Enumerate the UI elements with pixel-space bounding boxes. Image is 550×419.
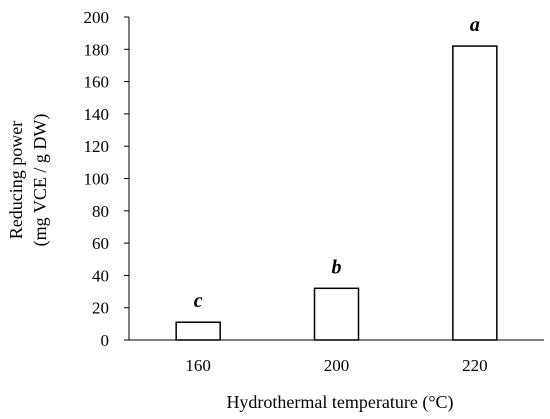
y-tick-label: 120 — [84, 137, 110, 156]
bars: c b a — [175, 14, 498, 341]
y-tick-label: 20 — [92, 299, 109, 318]
y-axis-title-line-2: (mg VCE / g DW) — [30, 114, 51, 247]
significance-letter-220: a — [470, 14, 480, 36]
y-tick-label: 100 — [84, 170, 110, 189]
y-tick-label: 160 — [84, 73, 110, 92]
bar-200 — [313, 287, 360, 341]
y-tick-label: 60 — [92, 234, 109, 253]
x-tick-label-160: 160 — [185, 356, 211, 375]
x-tick-label-220: 220 — [462, 356, 488, 375]
y-tick-label: 0 — [101, 331, 110, 350]
bar-220 — [452, 45, 498, 341]
y-axis-title: Reducing power (mg VCE / g DW) — [6, 114, 51, 247]
bar-160 — [175, 321, 221, 341]
x-axis-ticks: 160 200 220 — [185, 356, 487, 375]
x-axis-title: Hydrothermal temperature (°C) — [226, 392, 453, 413]
significance-letter-160: c — [194, 290, 203, 312]
y-tick-label: 80 — [92, 202, 109, 221]
y-tick-label: 180 — [84, 40, 110, 59]
significance-letter-200: b — [332, 256, 342, 278]
y-axis-ticks: 0 20 40 60 80 100 120 140 160 180 200 — [84, 8, 129, 350]
y-axis-title-line-1: Reducing power — [6, 121, 26, 239]
y-tick-label: 40 — [92, 266, 109, 285]
x-tick-label-200: 200 — [324, 356, 350, 375]
y-tick-label: 140 — [84, 105, 110, 124]
y-tick-label: 200 — [84, 8, 110, 27]
